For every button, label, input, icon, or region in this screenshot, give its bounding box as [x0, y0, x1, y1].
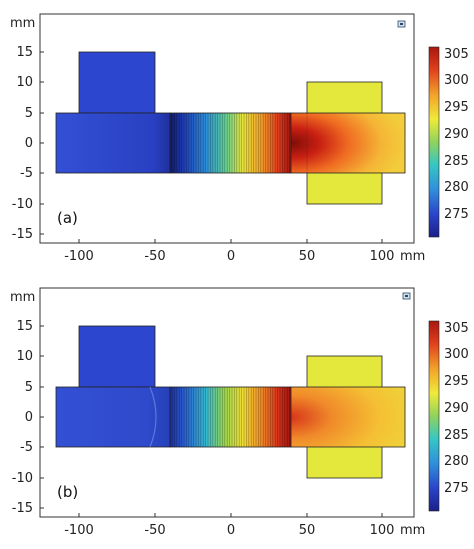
- y-tick: 15: [16, 45, 33, 60]
- left-top-block: [78, 51, 156, 114]
- left-top-block: [78, 325, 156, 388]
- y-tick: 0: [25, 136, 33, 151]
- y-axis: mm 15 10 5 0 -5 -10 -15: [10, 290, 44, 516]
- colorbar-tick: 280: [444, 180, 469, 195]
- colorbar-tick: 290: [444, 401, 469, 416]
- x-tick: -50: [144, 249, 165, 264]
- y-tick: -15: [12, 227, 33, 242]
- x-tick: 0: [227, 249, 235, 264]
- left-body-arc: [149, 386, 157, 448]
- panel-a-plot: mm 15 10 5 0 -5 -10 -15 -100 -50 0 50 10…: [10, 13, 469, 264]
- colorbar-tick: 275: [444, 207, 469, 222]
- colorbar-tick: 275: [444, 481, 469, 496]
- x-tick: -50: [144, 523, 165, 538]
- x-tick: 0: [227, 523, 235, 538]
- colorbar-ticks: 305 300 295 290 285 280 275: [444, 47, 469, 222]
- y-unit-label: mm: [10, 290, 35, 305]
- panel-b-plot: mm 15 10 5 0 -5 -10 -15 -100 -50 0 50 10…: [10, 287, 469, 538]
- colorbar-tick: 280: [444, 454, 469, 469]
- right-body-hotspot: [290, 386, 406, 448]
- y-tick: 0: [25, 410, 33, 425]
- camera-icon[interactable]: [397, 20, 406, 28]
- x-tick: 50: [299, 249, 316, 264]
- colorbar-tick: 285: [444, 154, 469, 169]
- center-stack: [169, 112, 292, 174]
- panel-label: (b): [57, 483, 78, 501]
- y-tick: 10: [16, 75, 33, 90]
- colorbar-tick: 305: [444, 47, 469, 62]
- right-body-hotspot: [290, 112, 406, 174]
- colorbar: [428, 46, 440, 238]
- y-tick: -5: [20, 440, 33, 455]
- y-tick: -10: [12, 197, 33, 212]
- panel-label: (a): [57, 209, 78, 227]
- left-body: [55, 386, 171, 448]
- camera-icon[interactable]: [402, 292, 411, 300]
- y-tick: 5: [25, 380, 33, 395]
- x-tick: 100: [370, 523, 395, 538]
- colorbar-tick: 300: [444, 73, 469, 88]
- y-unit-label: mm: [10, 16, 35, 31]
- x-unit-label: mm: [400, 523, 425, 538]
- x-unit-label: mm: [400, 249, 425, 264]
- colorbar: [428, 320, 440, 512]
- y-tick: 10: [16, 349, 33, 364]
- x-axis: -100 -50 0 50 100 mm: [64, 239, 425, 264]
- x-tick: -100: [64, 523, 94, 538]
- axes-frame: [39, 13, 415, 244]
- colorbar-tick: 285: [444, 428, 469, 443]
- colorbar-ticks: 305 300 295 290 285 280 275: [444, 321, 469, 496]
- panel-b: mm 15 10 5 0 -5 -10 -15 -100 -50 0 50 10…: [0, 274, 474, 544]
- y-tick: -15: [12, 501, 33, 516]
- colorbar-tick: 290: [444, 127, 469, 142]
- colorbar-tick: 300: [444, 347, 469, 362]
- x-tick: 100: [370, 249, 395, 264]
- colorbar-tick: 295: [444, 374, 469, 389]
- x-tick: -100: [64, 249, 94, 264]
- y-tick: 15: [16, 319, 33, 334]
- axes-frame: [39, 287, 415, 518]
- y-tick: -10: [12, 471, 33, 486]
- left-body: [55, 112, 171, 174]
- colorbar-tick: 295: [444, 100, 469, 115]
- x-axis: -100 -50 0 50 100 mm: [64, 513, 425, 538]
- center-stack: [169, 386, 292, 448]
- x-tick: 50: [299, 523, 316, 538]
- panel-a: mm 15 10 5 0 -5 -10 -15 -100 -50 0 50 10…: [0, 0, 474, 270]
- y-tick: -5: [20, 166, 33, 181]
- y-tick: 5: [25, 106, 33, 121]
- colorbar-tick: 305: [444, 321, 469, 336]
- y-axis: mm 15 10 5 0 -5 -10 -15: [10, 16, 44, 242]
